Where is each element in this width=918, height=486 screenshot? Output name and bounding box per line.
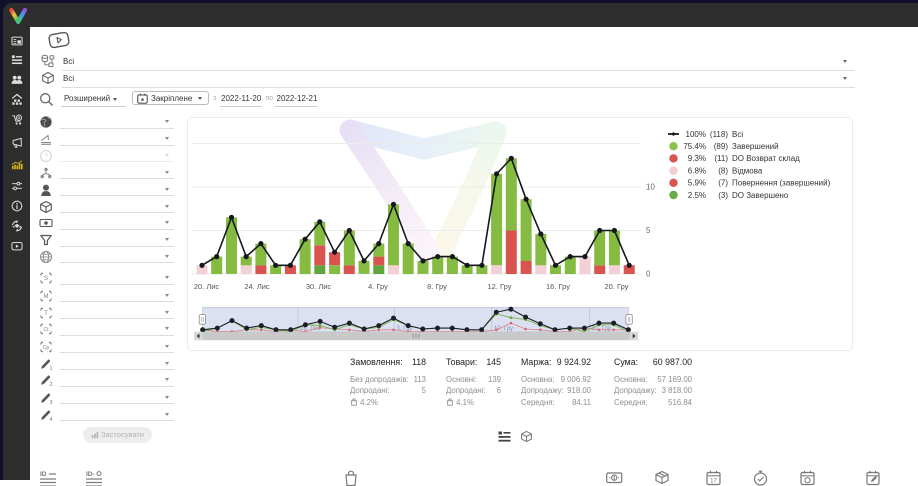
svg-text:Ct: Ct — [44, 328, 50, 334]
svg-text:3. Гру: 3. Гру — [397, 326, 413, 332]
svg-text:20. Лис: 20. Лис — [194, 282, 220, 291]
svg-text:Завершений: Завершений — [732, 142, 779, 151]
svg-text:S: S — [44, 277, 48, 283]
svg-text:30. Лис: 30. Лис — [306, 282, 332, 291]
svg-text:5.9%: 5.9% — [688, 179, 706, 188]
svg-text:2: 2 — [49, 382, 52, 387]
svg-text:(118): (118) — [710, 130, 728, 139]
svg-text:8. Гру: 8. Гру — [427, 282, 447, 291]
svg-text:(3): (3) — [718, 191, 728, 200]
svg-text:75.4%: 75.4% — [683, 142, 706, 151]
svg-text:16. Гру: 16. Гру — [546, 282, 570, 291]
svg-text:ID-: ID- — [86, 471, 95, 478]
svg-text:9.3%: 9.3% — [688, 154, 706, 163]
svg-text:24. Лис: 24. Лис — [244, 282, 270, 291]
svg-text:4. Гру: 4. Гру — [368, 282, 388, 291]
svg-text:0: 0 — [646, 270, 651, 279]
svg-text:12. Гру: 12. Гру — [488, 282, 512, 291]
svg-text:1: 1 — [49, 366, 52, 371]
svg-text:M: M — [44, 294, 49, 300]
svg-text:?: ? — [44, 151, 48, 160]
svg-text:Відмова: Відмова — [732, 166, 763, 175]
svg-text:Повернення (завершений): Повернення (завершений) — [732, 179, 831, 188]
svg-text:Cp: Cp — [43, 345, 50, 351]
svg-text:17: 17 — [710, 478, 717, 484]
svg-text:Всі: Всі — [732, 130, 743, 139]
svg-text:26. Лис: 26. Лис — [300, 326, 320, 332]
svg-text:17. Гру: 17. Гру — [592, 326, 611, 332]
svg-text:T: T — [44, 311, 48, 317]
svg-text:(8): (8) — [718, 166, 728, 175]
svg-text:ID: ID — [40, 471, 47, 478]
svg-text:(89): (89) — [714, 142, 729, 151]
svg-text:(7): (7) — [718, 179, 728, 188]
svg-text:6.8%: 6.8% — [688, 166, 706, 175]
svg-text:10: 10 — [646, 183, 655, 192]
svg-text:4: 4 — [49, 417, 52, 422]
svg-text:10. Гру: 10. Гру — [494, 326, 513, 332]
svg-text:100%: 100% — [686, 130, 706, 139]
svg-text:DO Возврат склад: DO Возврат склад — [732, 154, 800, 163]
svg-text:DO Завершено: DO Завершено — [732, 191, 789, 200]
svg-text:5: 5 — [646, 226, 651, 235]
svg-text:20. Гру: 20. Гру — [605, 282, 629, 291]
svg-text:(11): (11) — [714, 154, 728, 163]
svg-text:3: 3 — [49, 400, 52, 405]
svg-text:2.5%: 2.5% — [688, 191, 706, 200]
